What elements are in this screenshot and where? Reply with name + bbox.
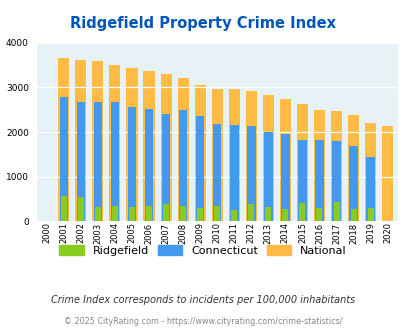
- Text: © 2025 CityRating.com - https://www.cityrating.com/crime-statistics/: © 2025 CityRating.com - https://www.city…: [64, 317, 341, 326]
- Bar: [331, 141, 340, 221]
- Bar: [78, 197, 83, 221]
- Bar: [333, 202, 339, 221]
- Bar: [95, 207, 100, 221]
- Bar: [229, 125, 238, 221]
- Bar: [58, 58, 69, 221]
- Bar: [94, 102, 102, 221]
- Bar: [365, 157, 374, 221]
- Bar: [248, 204, 254, 221]
- Bar: [364, 123, 375, 221]
- Bar: [297, 140, 306, 221]
- Bar: [194, 85, 205, 221]
- Bar: [92, 61, 103, 221]
- Bar: [179, 110, 187, 221]
- Bar: [246, 126, 255, 221]
- Bar: [245, 91, 256, 221]
- Bar: [146, 206, 151, 221]
- Bar: [163, 204, 168, 221]
- Bar: [231, 210, 237, 221]
- Bar: [180, 206, 185, 221]
- Bar: [265, 207, 271, 221]
- Bar: [145, 109, 153, 221]
- Bar: [162, 114, 170, 221]
- Bar: [160, 74, 171, 221]
- Bar: [61, 196, 67, 221]
- Bar: [60, 97, 68, 221]
- Bar: [77, 102, 85, 221]
- Text: Crime Index corresponds to incidents per 100,000 inhabitants: Crime Index corresponds to incidents per…: [51, 295, 354, 305]
- Bar: [350, 209, 356, 221]
- Bar: [228, 89, 239, 221]
- Bar: [299, 203, 305, 221]
- Bar: [126, 68, 137, 221]
- Bar: [313, 110, 324, 221]
- Bar: [279, 99, 290, 221]
- Bar: [262, 95, 273, 221]
- Bar: [75, 60, 86, 221]
- Bar: [214, 206, 220, 221]
- Bar: [143, 71, 154, 221]
- Bar: [177, 78, 188, 221]
- Bar: [129, 207, 134, 221]
- Bar: [211, 89, 222, 221]
- Bar: [112, 206, 117, 221]
- Bar: [213, 123, 221, 221]
- Bar: [314, 140, 323, 221]
- Bar: [316, 209, 322, 221]
- Bar: [330, 111, 341, 221]
- Bar: [196, 116, 204, 221]
- Text: Ridgefield Property Crime Index: Ridgefield Property Crime Index: [70, 16, 335, 31]
- Legend: Ridgefield, Connecticut, National: Ridgefield, Connecticut, National: [55, 241, 350, 260]
- Bar: [347, 115, 358, 221]
- Bar: [348, 146, 357, 221]
- Bar: [111, 102, 119, 221]
- Bar: [280, 134, 289, 221]
- Bar: [197, 208, 202, 221]
- Bar: [296, 104, 307, 221]
- Bar: [263, 132, 272, 221]
- Bar: [282, 209, 288, 221]
- Bar: [128, 107, 136, 221]
- Bar: [381, 126, 392, 221]
- Bar: [367, 208, 373, 221]
- Bar: [109, 65, 120, 221]
